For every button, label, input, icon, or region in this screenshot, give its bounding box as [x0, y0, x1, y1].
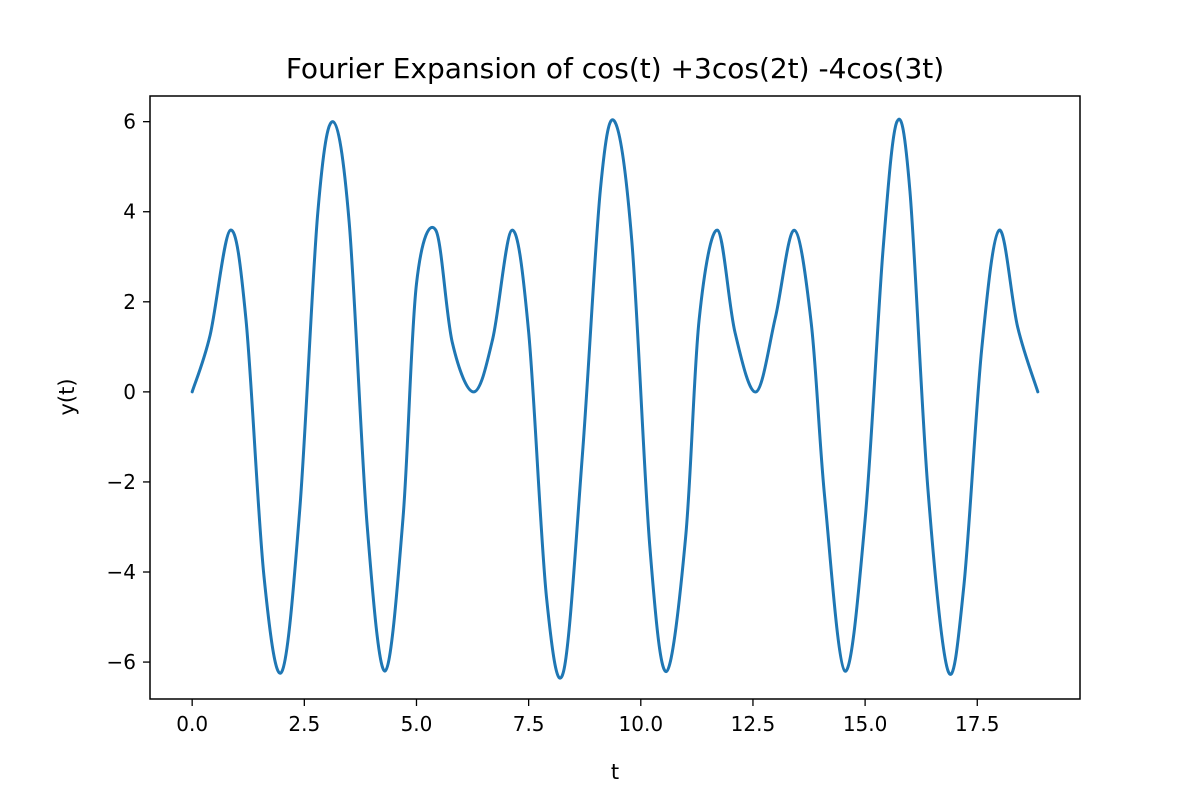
x-tick-label: 12.5 — [731, 712, 776, 736]
x-axis-ticks: 0.0 2.5 5.0 7.5 10.0 12.5 15.0 17.5 — [176, 699, 1000, 736]
y-tick-label: −4 — [107, 560, 136, 584]
plot-area-frame — [149, 95, 1081, 700]
y-tick-label: 0 — [123, 380, 136, 404]
x-tick-label: 5.0 — [401, 712, 433, 736]
x-tick-label: 7.5 — [513, 712, 545, 736]
x-tick-label: 17.5 — [955, 712, 1000, 736]
y-tick-label: −2 — [107, 470, 136, 494]
y-tick-label: 2 — [123, 290, 136, 314]
y-tick-label: −6 — [107, 650, 136, 674]
chart-title: Fourier Expansion of cos(t) +3cos(2t) -4… — [286, 52, 944, 85]
y-tick-label: 6 — [123, 110, 136, 134]
series-line — [190, 117, 1040, 680]
x-tick-label: 15.0 — [843, 712, 888, 736]
y-axis-ticks: −6 −4 −2 0 2 4 6 — [107, 110, 150, 674]
x-axis-label: t — [611, 760, 619, 784]
x-tick-label: 10.0 — [619, 712, 664, 736]
y-tick-label: 4 — [123, 200, 136, 224]
x-tick-label: 0.0 — [176, 712, 208, 736]
series-layer — [190, 117, 1040, 680]
x-tick-label: 2.5 — [288, 712, 320, 736]
y-axis-label: y(t) — [55, 378, 79, 415]
